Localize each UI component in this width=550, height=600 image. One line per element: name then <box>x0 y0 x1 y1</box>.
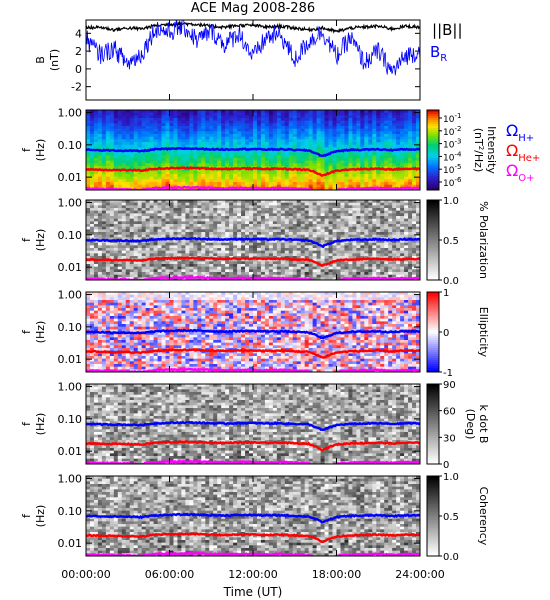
colorbar-tick-label: 0 <box>443 328 449 339</box>
x-tick-label: 24:00:00 <box>395 568 444 581</box>
x-tick-label: 12:00:00 <box>228 568 277 581</box>
x-tick-label: 18:00:00 <box>312 568 361 581</box>
x-tick-label: 00:00:00 <box>61 568 110 581</box>
colorbar-tick-label: 1 <box>443 288 449 299</box>
freq-tick-label: 0.10 <box>58 505 83 518</box>
colorbar-intensity <box>427 110 439 191</box>
freq-tick-label: 0.01 <box>58 445 83 458</box>
colorbar-coherency <box>427 476 439 557</box>
b-tick-label: -2 <box>71 81 82 94</box>
colorbar-tick-label: 10-3 <box>443 138 461 151</box>
freq-tick-label: 1.00 <box>58 381 83 394</box>
colorbar-tick-label: 0.0 <box>443 552 459 563</box>
colorbar-tick-label: 10-4 <box>443 150 462 163</box>
b-yunit: (nT) <box>48 49 61 71</box>
colorbar-tick-label: 10-1 <box>443 112 461 125</box>
gyro-line-h-plus <box>86 512 420 524</box>
freq-yunit: (Hz) <box>34 139 47 162</box>
x-axis-label: Time (UT) <box>223 585 283 599</box>
figure-title: ACE Mag 2008-286 <box>191 1 315 16</box>
colorbar-k-dot-b <box>427 384 439 465</box>
colorbar-tick-label: 10-5 <box>443 163 461 176</box>
freq-yunit: (Hz) <box>34 505 47 528</box>
gyro-line-h-plus <box>86 146 420 158</box>
b-tick-label: 0 <box>75 63 82 76</box>
colorbar-title: % Polarization <box>477 201 490 279</box>
colorbar-tick-label: 10-2 <box>443 125 461 138</box>
x-tick-label: 06:00:00 <box>145 568 194 581</box>
gyro-line-he-plus <box>86 165 420 178</box>
freq-tick-label: 0.10 <box>58 321 83 334</box>
freq-tick-label: 1.00 <box>58 107 83 120</box>
colorbar-tick-label: 0.0 <box>443 276 459 287</box>
freq-ylabel: f <box>20 513 33 518</box>
freq-tick-label: 1.00 <box>58 473 83 486</box>
b-ylabel: B <box>34 56 47 64</box>
gyro-line-h-plus <box>86 236 420 249</box>
freq-yunit: (Hz) <box>34 413 47 436</box>
b-tick-label: 4 <box>75 27 82 40</box>
legend-b-total: ||B|| <box>432 21 463 39</box>
legend-o-plus: ΩO+ <box>506 161 534 184</box>
freq-tick-label: 1.00 <box>58 197 83 210</box>
gyro-line-he-plus <box>86 256 420 268</box>
axis-text: 420-2B (nT)1.000.100.01f (Hz)1.000.100.01f… <box>20 27 498 581</box>
colorbar-tick-label: 30 <box>443 433 456 444</box>
colorbar-ellipticity <box>427 292 439 373</box>
colorbar-tick-label: 1.0 <box>443 472 459 483</box>
freq-ylabel: f <box>20 329 33 334</box>
freq-tick-label: 0.10 <box>58 139 83 152</box>
colorbar-title: Coherency <box>477 487 490 546</box>
freq-yunit: (Hz) <box>34 321 47 344</box>
heatmap-k-dot-b <box>86 384 420 464</box>
freq-ylabel: f <box>20 237 33 242</box>
freq-tick-label: 0.01 <box>58 353 83 366</box>
colorbar-title: Intensity <box>485 126 498 174</box>
colorbar-tick-label: 1.0 <box>443 196 459 207</box>
gyro-line-he-plus <box>86 532 420 544</box>
freq-tick-label: 0.01 <box>58 261 83 274</box>
colorbar-title: k dot B <box>477 405 490 444</box>
colorbar-tick-label: 90 <box>443 380 456 391</box>
legend-b-r: BR <box>430 43 447 64</box>
freq-ylabel: f <box>20 421 33 426</box>
colorbar-tick-label: 0.5 <box>443 512 459 523</box>
heatmap-polarization <box>86 200 420 280</box>
gyro-line-he-plus <box>86 440 420 452</box>
colorbar-unit: (nT2/Hz) <box>472 128 485 173</box>
gyro-legend: ΩH+ ΩHe+ ΩO+ <box>506 121 540 184</box>
gyro-line-he-plus <box>86 348 420 359</box>
colorbar-unit: (Deg) <box>464 409 477 440</box>
b-series-r <box>86 20 420 76</box>
colorbar-tick-label: 10-6 <box>443 176 462 189</box>
legend-h-plus: ΩH+ <box>506 121 534 144</box>
freq-tick-label: 0.10 <box>58 413 83 426</box>
b-tick-label: 2 <box>75 45 82 58</box>
freq-tick-label: 0.01 <box>58 537 83 550</box>
colorbar-tick-label: -1 <box>443 368 453 379</box>
colorbar-tick-label: 0 <box>443 460 449 471</box>
panel-frames <box>85 19 442 557</box>
legend-he-plus: ΩHe+ <box>506 141 540 164</box>
freq-ylabel: f <box>20 147 33 152</box>
freq-tick-label: 0.01 <box>58 171 83 184</box>
freq-yunit: (Hz) <box>34 229 47 252</box>
gyro-line-h-plus <box>86 420 420 432</box>
colorbar-polarization <box>427 200 439 281</box>
colorbar-tick-label: 60 <box>443 407 456 418</box>
colorbar-title: Ellipticity <box>477 307 490 358</box>
freq-tick-label: 0.10 <box>58 229 83 242</box>
heatmap-ellipticity <box>86 292 420 372</box>
colorbar-tick-label: 0.5 <box>443 236 459 247</box>
freq-tick-label: 1.00 <box>58 289 83 302</box>
gyro-line-h-plus <box>86 328 420 340</box>
